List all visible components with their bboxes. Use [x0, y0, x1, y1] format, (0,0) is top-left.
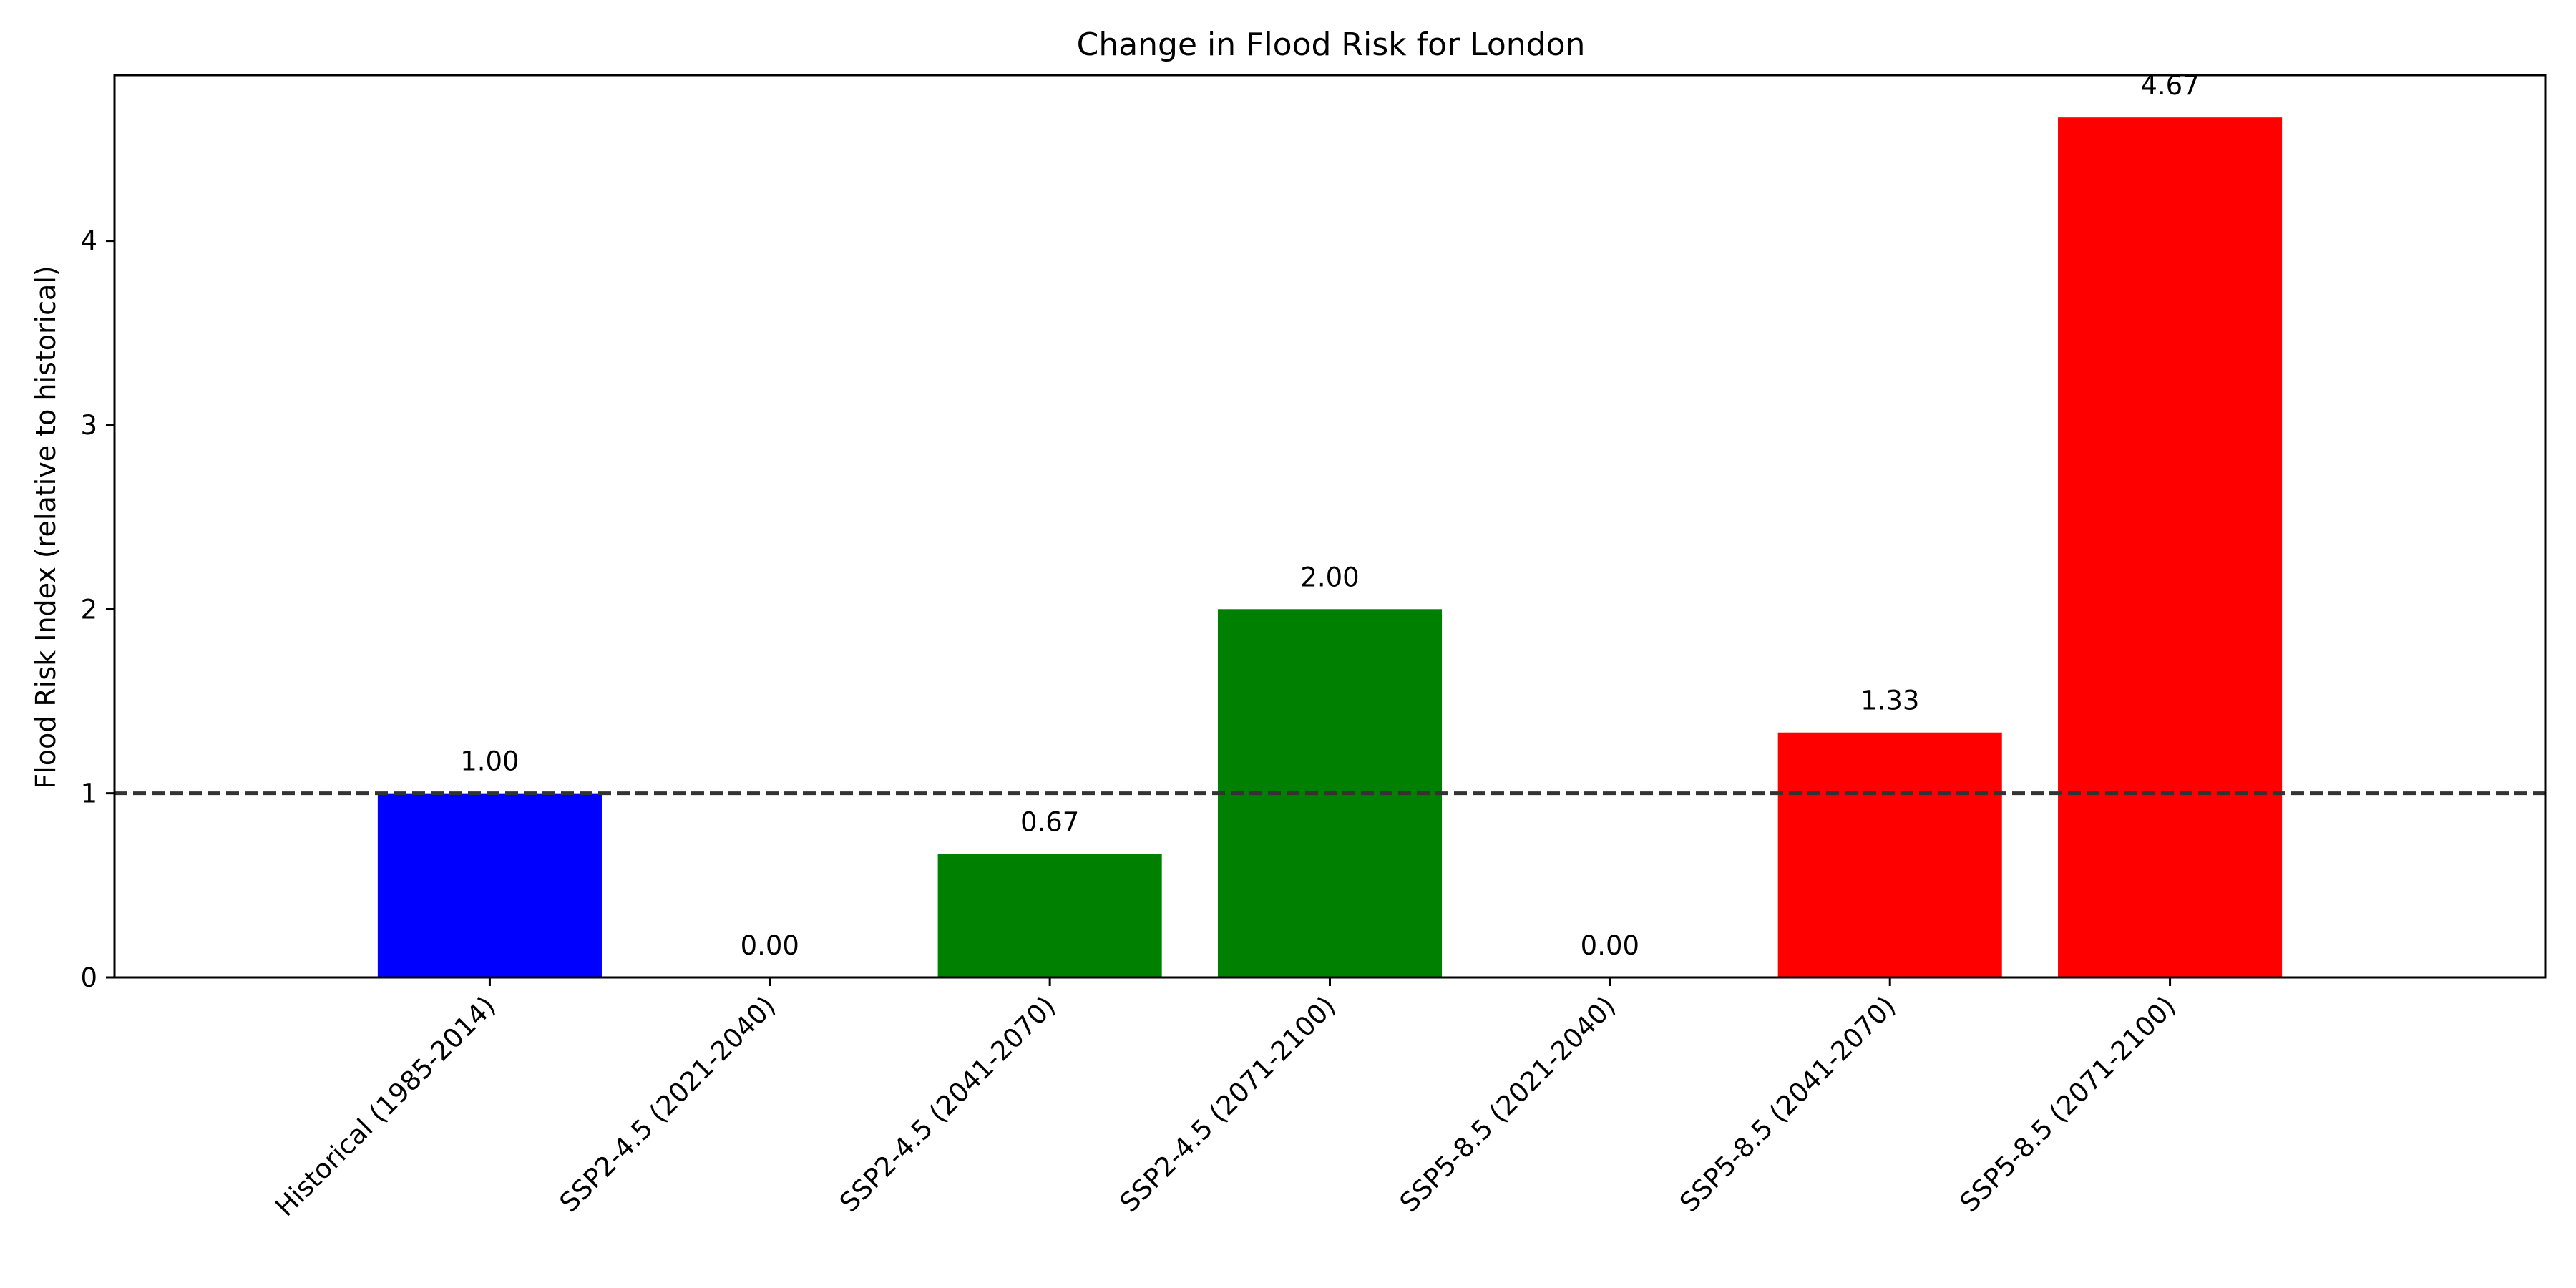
- data-labels-group: 1.000.000.672.000.001.334.67: [460, 70, 2200, 961]
- y-tick-label-0: 0: [80, 962, 97, 993]
- data-label-5: 0.00: [1581, 930, 1639, 961]
- data-label-3: 0.67: [1020, 807, 1079, 838]
- y-tick-label-2: 2: [80, 594, 97, 625]
- bar-7: [2058, 117, 2283, 977]
- bar-1: [377, 793, 602, 977]
- y-tick-label-4: 4: [80, 226, 97, 257]
- data-label-4: 2.00: [1300, 562, 1359, 592]
- bar-6: [1777, 732, 2002, 977]
- y-axis-label: Flood Risk Index (relative to historical…: [30, 265, 62, 789]
- data-label-1: 1.00: [460, 746, 519, 777]
- chart-title: Change in Flood Risk for London: [1077, 26, 1586, 63]
- bar-3: [937, 854, 1162, 977]
- data-label-6: 1.33: [1860, 686, 1919, 716]
- y-tick-label-3: 3: [80, 410, 97, 441]
- y-tick-label-1: 1: [80, 779, 97, 809]
- bars-group: [377, 117, 2283, 977]
- data-label-2: 0.00: [741, 930, 799, 961]
- y-axis: 0 1 2 3 4: [80, 226, 114, 993]
